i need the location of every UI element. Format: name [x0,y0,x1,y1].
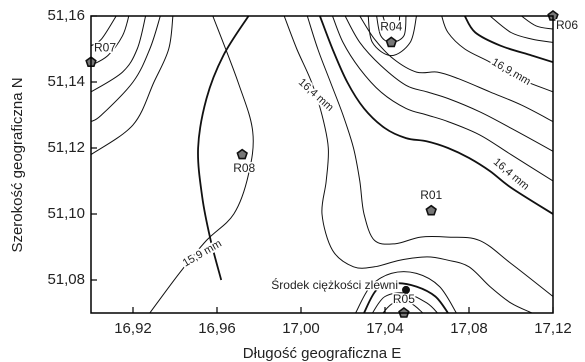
contour-line [489,16,553,43]
centroid: Środek ciężkości zlewni [270,276,410,294]
station-marker [425,204,437,216]
contour-line [441,16,553,93]
contour-line [382,301,424,313]
contour-line [91,16,161,123]
x-axis: 16,92 16,96 17,00 17,04 17,08 17,12 [114,307,572,337]
contour-line [363,282,449,313]
contour-line [464,16,553,64]
x-tick-label: 16,92 [114,320,152,337]
contour-lines [91,16,553,313]
contour-line [344,16,553,152]
contour-line [355,271,457,313]
y-tick-label: 51,16 [47,7,85,24]
station-label: R07 [94,40,116,54]
contour-label: 16,4 mm [296,76,336,114]
centroid-label: Środek ciężkości zlewni [271,277,398,292]
contour-line [91,16,130,66]
station-label: R08 [233,161,255,175]
station-marker [236,148,248,160]
stations: R01 R04 R05 R06 R07 R08 [85,10,580,318]
contour-line [382,16,401,28]
x-tick-label: 17,04 [366,320,404,337]
contour-line [283,16,533,313]
station-label: R01 [420,188,442,202]
x-tick-label: 16,96 [198,320,236,337]
contour-line [149,16,254,313]
contour-line [197,16,250,281]
contour-line [359,16,553,123]
y-tick-label: 51,08 [47,271,85,288]
x-tick-label: 17,08 [450,320,488,337]
y-tick-label: 51,14 [47,73,85,90]
station-label: R06 [556,18,578,32]
contour-line [367,16,417,57]
y-axis-title: Szerokość geograficzna N [9,77,26,252]
contour-label: 16,9 mm [490,56,533,88]
contour-line [332,16,553,182]
station-label: R04 [380,20,402,34]
x-tick-label: 17,00 [282,320,320,337]
centroid-marker [402,285,410,294]
contour-line [91,16,117,47]
y-tick-label: 51,12 [47,139,85,156]
y-tick-label: 51,10 [47,205,85,222]
x-tick-label: 17,12 [534,320,572,337]
contour-line [91,16,174,156]
contour-line [306,16,553,297]
contour-line [319,16,553,215]
station-marker [385,36,398,48]
contour-line [91,16,147,93]
plot-frame [90,15,554,314]
x-axis-title: Długość geograficzna E [243,345,401,362]
y-axis: 51,08 51,10 51,12 51,14 51,16 [47,7,97,288]
station-label: R05 [393,292,415,306]
contour-line [521,16,553,30]
